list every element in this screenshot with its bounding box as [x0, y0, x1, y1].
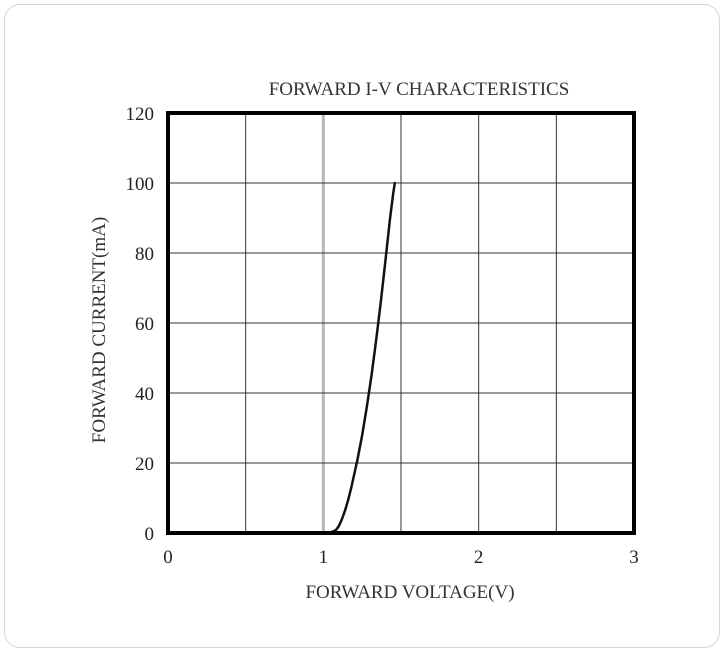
- y-axis-label: FORWARD CURRENT(mA): [89, 217, 110, 443]
- y-tick-label: 100: [126, 174, 155, 195]
- plot-frame: [166, 111, 636, 535]
- y-tick-label: 0: [145, 524, 155, 545]
- y-tick-label: 60: [135, 314, 154, 335]
- y-tick-label: 120: [126, 104, 155, 125]
- curve-layer: [322, 181, 397, 535]
- x-axis-label: FORWARD VOLTAGE(V): [305, 582, 514, 603]
- grid-lines: [168, 113, 634, 533]
- x-tick-label: 2: [474, 547, 484, 568]
- x-tick-label: 0: [163, 547, 173, 568]
- y-tick-label: 20: [135, 454, 154, 475]
- x-tick-label: 3: [629, 547, 639, 568]
- chart-title: FORWARD I-V CHARACTERISTICS: [269, 79, 570, 100]
- y-tick-label: 80: [135, 244, 154, 265]
- iv-curve: [322, 181, 397, 535]
- y-tick-label: 40: [135, 384, 154, 405]
- tick-labels: 0 20 40 60 80 100 120 0 1 2 3: [126, 104, 639, 568]
- x-tick-label: 1: [319, 547, 329, 568]
